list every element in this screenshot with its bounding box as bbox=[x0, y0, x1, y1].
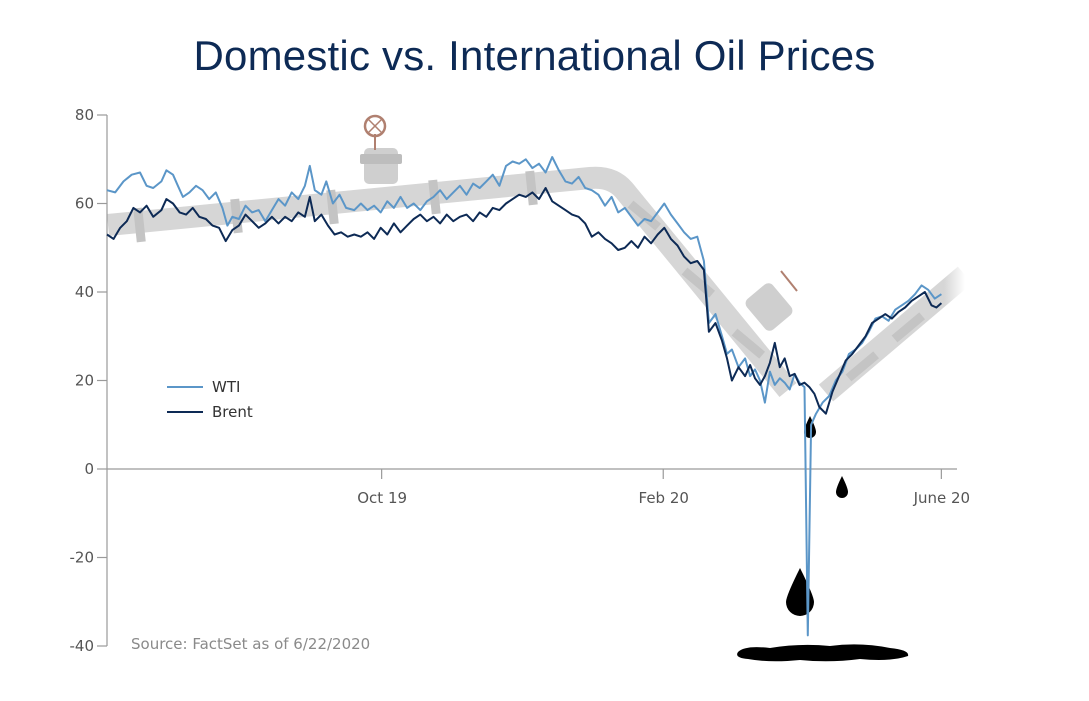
series-lines bbox=[106, 156, 943, 637]
pipe-valve-housing-2 bbox=[745, 283, 793, 331]
valve-wheel-icon bbox=[363, 114, 387, 138]
oil-drop-icon bbox=[836, 476, 848, 498]
series-line-wti bbox=[106, 156, 942, 637]
legend-label-brent: Brent bbox=[212, 403, 253, 421]
valve-handle bbox=[780, 270, 798, 292]
y-tick-label: 0 bbox=[84, 460, 94, 478]
axes: 80 60 40 20 0 -20 -40 Oct 19 Feb 20 June 20 bbox=[70, 106, 971, 655]
oil-drop-icon bbox=[804, 416, 816, 438]
pipeline-body bbox=[106, 166, 797, 397]
source-note: Source: FactSet as of 6/22/2020 bbox=[131, 635, 370, 653]
oil-drop-icon bbox=[786, 568, 814, 616]
legend: WTI Brent bbox=[167, 378, 253, 421]
y-tick-label: 20 bbox=[75, 372, 94, 390]
valve-spoke bbox=[367, 118, 383, 134]
pipeline-illustration bbox=[106, 114, 973, 402]
oil-puddle bbox=[737, 644, 909, 662]
legend-label-wti: WTI bbox=[212, 378, 240, 396]
series-line-brent bbox=[106, 187, 943, 415]
y-tick-label: -40 bbox=[70, 637, 95, 655]
x-tick-label: Oct 19 bbox=[357, 489, 407, 507]
y-tick-label: 80 bbox=[75, 106, 94, 124]
y-tick-label: 40 bbox=[75, 283, 94, 301]
oil-spill-illustration bbox=[737, 416, 909, 662]
y-tick-label: -20 bbox=[70, 549, 95, 567]
pipe-valve-housing bbox=[364, 148, 398, 184]
chart-title: Domestic vs. International Oil Prices bbox=[193, 32, 876, 79]
pipe-valve-cap bbox=[360, 154, 402, 164]
x-tick-label: Feb 20 bbox=[639, 489, 689, 507]
y-tick-label: 60 bbox=[75, 195, 94, 213]
x-tick-label: June 20 bbox=[913, 489, 971, 507]
